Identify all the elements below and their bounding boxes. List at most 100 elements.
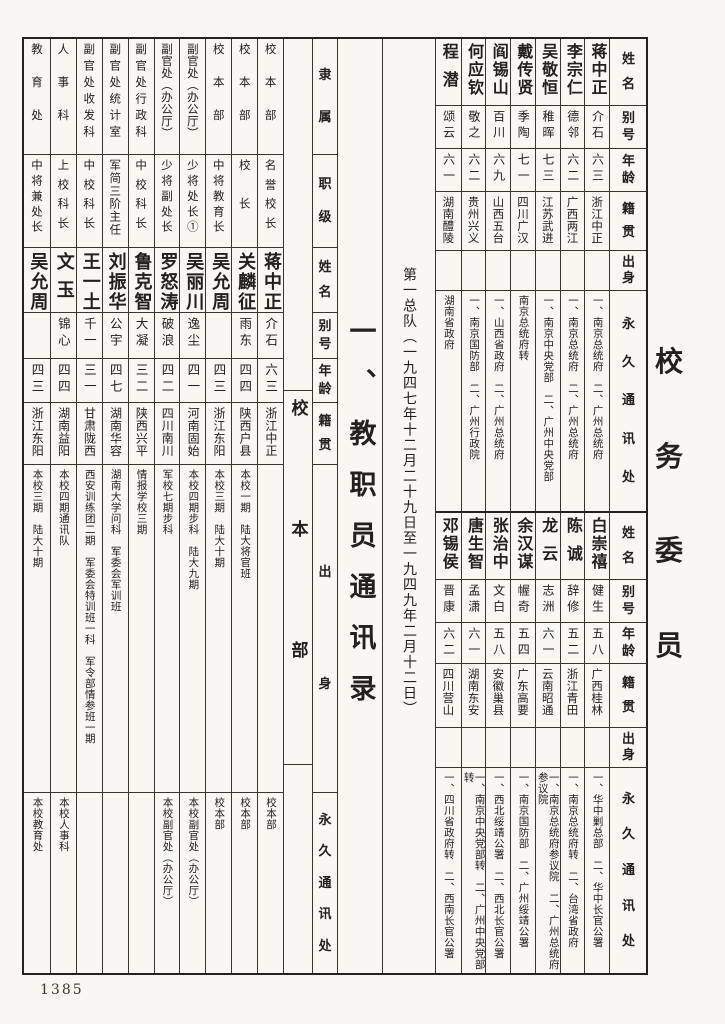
caption-column: 第一总队（一九四七年十二月二十九日至一九四九年二月十二日） — [383, 39, 435, 1024]
cell-text: 逸尘 — [185, 317, 201, 350]
staff-alias-cell: 锦心 — [49, 312, 76, 358]
cell-text: 名誉校长 — [263, 159, 278, 236]
cell-text: 贵州兴义 — [466, 196, 481, 244]
staff-table: 校本部 名誉校长 蒋中正 介石 六三 浙江中正 校本部 校本部 校长 关麟征 雨东 四四 陕西户县 本校一… — [24, 39, 283, 973]
staff-background-cell: 湖南大学问科 军委会军训班 — [101, 464, 128, 792]
cell-text: 副官处收发科 — [82, 43, 97, 142]
member-age-cell: 五八 — [584, 622, 609, 663]
staff-origin-cell: 浙江中正 — [257, 402, 283, 464]
cell-text: 浙江东阳 — [212, 407, 227, 457]
staff-name-cell: 文玉 — [49, 247, 76, 312]
cell-text: 唐生智 — [464, 517, 484, 571]
committee-header-4: 出身 — [609, 250, 647, 290]
cell-text: 上校科长 — [56, 159, 71, 236]
cell-text: 七三 — [541, 153, 556, 185]
cell-text: 阎锡山 — [489, 43, 509, 97]
cell-text: 戴传贤 — [514, 43, 534, 97]
committee-header-1: 别号 — [609, 105, 647, 148]
staff-origin-cell: 河南固始 — [179, 402, 206, 464]
member-age-cell: 五二 — [559, 622, 585, 663]
staff-rank-cell: 校长 — [231, 154, 258, 247]
cell-text: 中将兼处长 — [29, 159, 44, 236]
cell-text: 情报学校三期 — [135, 469, 148, 535]
member-age-cell: 六一 — [460, 622, 486, 663]
cell-text: 本校四期通讯队 — [57, 469, 70, 546]
cell-text: 白崇禧 — [588, 517, 608, 571]
cell-text: 四四 — [55, 363, 71, 396]
member-alias-cell: 健生 — [584, 579, 609, 622]
cell-text: 四二 — [159, 363, 175, 396]
member-contact-cell: 一、南京总统府 二、广州总统府 — [584, 290, 609, 511]
staff-alias-cell: 雨东 — [231, 312, 258, 358]
staff-origin-cell: 湖南华容 — [101, 402, 128, 464]
cell-text: 校本部 — [239, 797, 252, 830]
staff-header-7: 永久通讯处 — [313, 792, 337, 973]
cell-text: 广东高要 — [516, 668, 531, 716]
member-age-cell: 七一 — [510, 148, 535, 191]
staff-age-cell: 四三 — [205, 358, 232, 402]
cell-text: 一、南京国防部 二、广州行政院 — [468, 295, 481, 460]
member-alias-cell: 文白 — [485, 579, 511, 622]
staff-age-cell: 三二 — [127, 358, 154, 402]
cell-text: 本校副官处（办公厅） — [161, 797, 174, 907]
member-name-cell: 何应钦 — [460, 39, 486, 105]
member-contact-cell: 一、南京总统府参议院 二、广州总统府参议院 — [534, 767, 560, 973]
staff-contact-cell: 本校人事科 — [49, 792, 76, 973]
cell-text: 刘振华 — [105, 252, 127, 312]
member-background-cell — [559, 250, 585, 290]
cell-text: 安徽巢县 — [491, 668, 506, 716]
staff-background-cell: 本校四期通讯队 — [49, 464, 76, 792]
cell-text: 百川 — [491, 110, 506, 142]
committee-header-0: 姓名 — [609, 513, 647, 579]
member-alias-cell: 介石 — [584, 105, 609, 148]
member-contact-cell: 一、南京总统府 二、广州总统府 — [559, 290, 585, 511]
staff-header-2: 姓名 — [313, 247, 337, 312]
section-title: 一、教职员通讯录 — [344, 317, 376, 725]
member-origin-cell: 广东高要 — [510, 663, 535, 727]
staff-name-cell: 蒋中正 — [257, 247, 283, 312]
cell-text: 破浪 — [159, 317, 175, 350]
cell-text: 龙云 — [539, 517, 559, 573]
member-name-cell: 龙云 — [534, 513, 560, 579]
staff-affiliation-cell: 副官处（办公厅） — [153, 39, 180, 154]
cell-text: 中校科长 — [134, 159, 149, 236]
committee-header-1: 别号 — [609, 579, 647, 622]
cell-text: 中校科长 — [82, 159, 97, 236]
cell-text: 陕西兴平 — [134, 407, 149, 457]
member-name-cell: 李宗仁 — [559, 39, 585, 105]
cell-text: 余汉谋 — [514, 517, 534, 571]
cell-text: 副官处（办公厅） — [159, 43, 174, 139]
cell-text: 一、西北绥靖公署 二、西北长官公署 — [492, 772, 505, 959]
cell-text: 蒋中正 — [261, 252, 282, 312]
cell-text: 一、南京总统府 二、广州总统府 — [591, 295, 604, 460]
staff-alias-cell: 介石 — [257, 312, 283, 358]
staff-name-cell: 吴允周 — [24, 247, 50, 312]
cell-text: 四四 — [237, 363, 253, 396]
cell-text: 大凝 — [133, 317, 149, 350]
cell-text: 关麟征 — [235, 252, 257, 312]
cell-text: 河南固始 — [186, 407, 201, 457]
cell-text: 五四 — [516, 627, 531, 659]
staff-alias-cell: 逸尘 — [179, 312, 206, 358]
member-age-cell: 六一 — [436, 148, 461, 191]
cell-text: 六二 — [441, 627, 456, 659]
cell-text: 王一土 — [79, 252, 101, 312]
staff-age-cell: 四二 — [153, 358, 180, 402]
cell-text: 五二 — [565, 627, 580, 659]
member-origin-cell: 浙江青田 — [559, 663, 585, 727]
staff-background-cell: 本校三期 陆大十期 — [205, 464, 232, 792]
staff-rank-cell: 中校科长 — [127, 154, 154, 247]
member-alias-cell: 季陶 — [510, 105, 535, 148]
staff-rank-cell: 中将教育长 — [205, 154, 232, 247]
cell-text: 湖南醴陵 — [441, 196, 456, 244]
cell-text: 副官处（办公厅） — [185, 43, 200, 139]
committee-header-5: 永久通讯处 — [609, 290, 647, 511]
staff-origin-cell: 陕西户县 — [231, 402, 258, 464]
cell-text: 一、南京总统府转 二、台湾省政府 — [566, 772, 579, 948]
cell-text: 一、南京中央党部 二、广州中央党部 — [542, 295, 555, 482]
member-background-cell — [460, 250, 486, 290]
cell-text: 李宗仁 — [563, 43, 583, 97]
member-name-cell: 唐生智 — [460, 513, 486, 579]
cell-text: 三二 — [133, 363, 149, 396]
member-name-cell: 蒋中正 — [584, 39, 609, 105]
